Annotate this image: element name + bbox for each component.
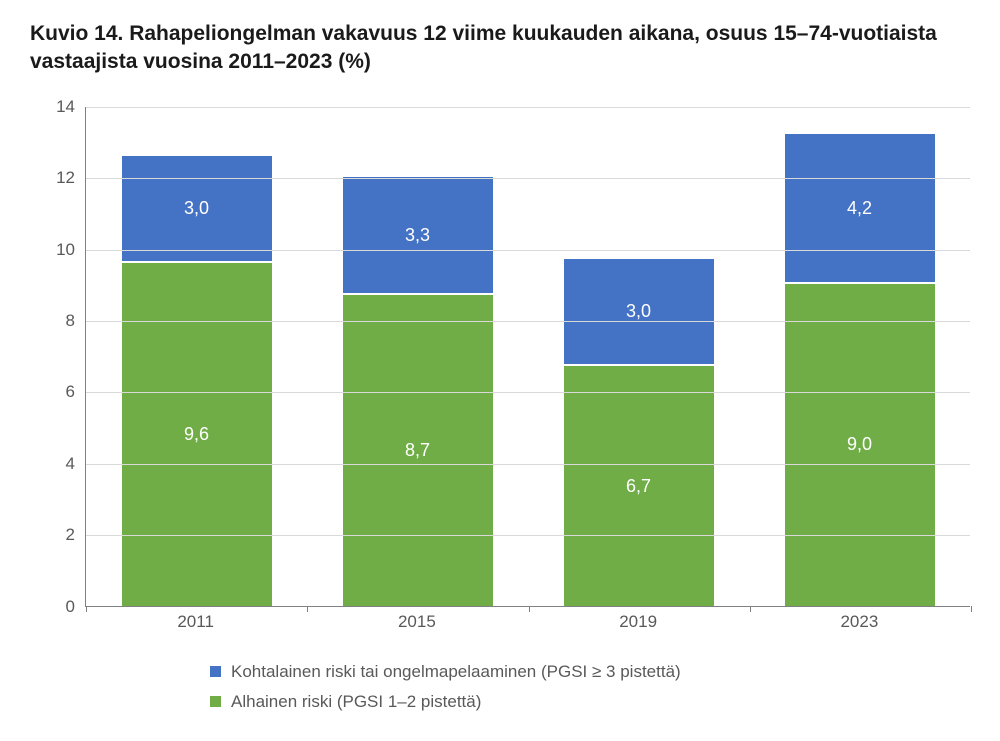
gridline [86,321,970,322]
gridline [86,107,970,108]
legend: Kohtalainen riski tai ongelmapelaaminen … [210,662,970,712]
bar-group: 3,06,7 [564,259,714,605]
x-tick-mark [971,606,972,612]
bar-segment-high: 3,3 [343,177,493,295]
bar-group: 3,09,6 [122,156,272,606]
gridline [86,250,970,251]
bars-container: 3,09,63,38,73,06,74,29,0 [86,107,970,606]
y-tick-label: 8 [30,311,75,331]
x-axis-labels: 2011 2015 2019 2023 [85,607,970,637]
bar-segment-low: 8,7 [343,295,493,606]
gridline [86,178,970,179]
y-tick-label: 10 [30,240,75,260]
gridline [86,392,970,393]
gridline [86,535,970,536]
legend-label: Kohtalainen riski tai ongelmapelaaminen … [231,662,681,682]
legend-item: Alhainen riski (PGSI 1–2 pistettä) [210,692,970,712]
y-tick-label: 14 [30,97,75,117]
x-tick-label: 2015 [342,612,492,632]
bar-segment-high: 3,0 [122,156,272,263]
y-axis: 02468101214 [30,107,85,637]
gridline [86,464,970,465]
plot-area: 3,09,63,38,73,06,74,29,0 [85,107,970,607]
y-tick-label: 12 [30,168,75,188]
bar-segment-high: 4,2 [785,134,935,284]
legend-label: Alhainen riski (PGSI 1–2 pistettä) [231,692,481,712]
legend-item: Kohtalainen riski tai ongelmapelaaminen … [210,662,970,682]
y-tick-label: 4 [30,454,75,474]
x-tick-label: 2019 [563,612,713,632]
y-tick-label: 6 [30,382,75,402]
legend-swatch [210,696,221,707]
chart-area: 02468101214 3,09,63,38,73,06,74,29,0 201… [30,107,970,637]
bar-segment-high: 3,0 [564,259,714,366]
y-tick-label: 2 [30,525,75,545]
chart-title: Kuvio 14. Rahapeliongelman vakavuus 12 v… [30,20,970,77]
x-tick-label: 2023 [784,612,934,632]
bar-segment-low: 9,6 [122,263,272,606]
bar-segment-low: 9,0 [785,284,935,605]
y-tick-label: 0 [30,597,75,617]
legend-swatch [210,666,221,677]
x-tick-label: 2011 [121,612,271,632]
bar-segment-low: 6,7 [564,366,714,605]
